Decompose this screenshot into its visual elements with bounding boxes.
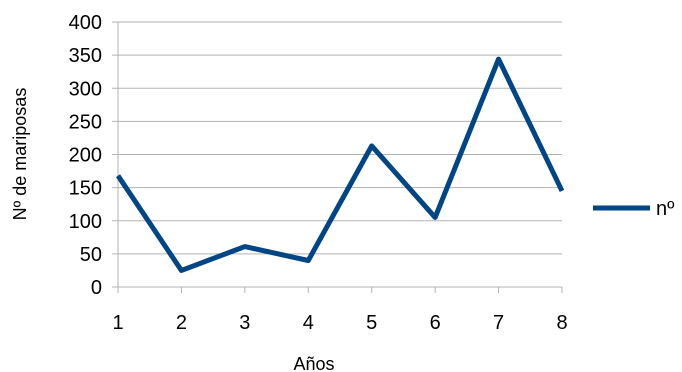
x-tick-label: 1 bbox=[112, 312, 123, 334]
x-tick-label: 7 bbox=[493, 312, 504, 334]
y-tick-label: 150 bbox=[69, 178, 102, 200]
grid-lines bbox=[112, 21, 562, 288]
x-tick-label: 3 bbox=[239, 312, 250, 334]
x-tick-label: 8 bbox=[556, 312, 567, 334]
legend-label: nº bbox=[656, 198, 675, 220]
x-axis-title: Años bbox=[293, 354, 334, 372]
legend: nº bbox=[593, 198, 675, 220]
axes bbox=[117, 22, 563, 293]
y-tick-label: 100 bbox=[69, 211, 102, 233]
x-tick-label: 5 bbox=[366, 312, 377, 334]
x-tick-label: 2 bbox=[176, 312, 187, 334]
x-tick-labels: 1 2 3 4 5 6 7 8 bbox=[112, 312, 567, 334]
y-tick-label: 250 bbox=[69, 111, 102, 133]
y-tick-label: 0 bbox=[91, 277, 102, 299]
y-tick-label: 200 bbox=[69, 145, 102, 167]
series-line-0 bbox=[115, 56, 565, 273]
y-tick-labels: 0 50 100 150 200 250 300 350 400 bbox=[69, 12, 102, 299]
y-tick-label: 300 bbox=[69, 78, 102, 100]
y-tick-label: 50 bbox=[80, 244, 102, 266]
series-layer bbox=[115, 56, 565, 273]
y-tick-label: 350 bbox=[69, 45, 102, 67]
x-tick-label: 6 bbox=[430, 312, 441, 334]
y-axis-title: Nº de mariposas bbox=[10, 88, 30, 221]
y-tick-label: 400 bbox=[69, 12, 102, 34]
x-tick-label: 4 bbox=[303, 312, 314, 334]
